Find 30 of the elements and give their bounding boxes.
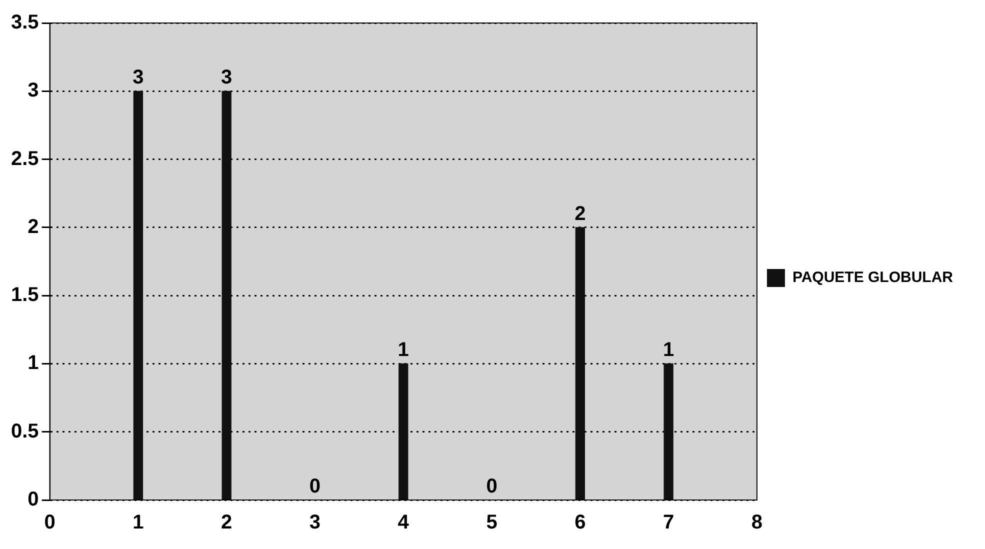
x-tick-label: 8	[751, 512, 763, 534]
data-label: 2	[574, 202, 586, 225]
x-tick-label: 1	[132, 512, 144, 534]
y-tick-label: 2.5	[10, 148, 39, 170]
bar	[133, 90, 144, 500]
x-tick-label: 7	[662, 512, 674, 534]
x-tick-label: 4	[398, 512, 410, 534]
y-tick-label: 1	[28, 352, 39, 374]
bar	[575, 227, 585, 500]
y-tick-label: 3	[28, 80, 39, 102]
y-tick-label: 0.5	[10, 420, 39, 442]
data-label: 0	[309, 476, 321, 498]
y-tick-label: 2	[28, 216, 39, 238]
legend-label: PAQUETE GLOBULAR	[792, 269, 954, 286]
data-label: 1	[662, 339, 674, 362]
y-tick-label: 1.5	[10, 284, 39, 306]
data-label: 1	[398, 339, 409, 362]
y-tick-label: 3.5	[10, 12, 39, 34]
x-tick-label: 5	[486, 512, 498, 534]
data-label: 0	[486, 476, 498, 498]
bar	[222, 90, 232, 500]
x-tick-label: 6	[574, 512, 586, 534]
x-tick-label: 3	[309, 512, 321, 534]
data-label: 3	[132, 66, 144, 89]
data-label: 3	[221, 66, 232, 89]
x-tick-label: 0	[44, 512, 56, 534]
y-tick-label: 0	[28, 488, 39, 511]
x-tick-label: 2	[221, 512, 232, 534]
bar	[664, 363, 674, 500]
bar	[398, 363, 408, 500]
